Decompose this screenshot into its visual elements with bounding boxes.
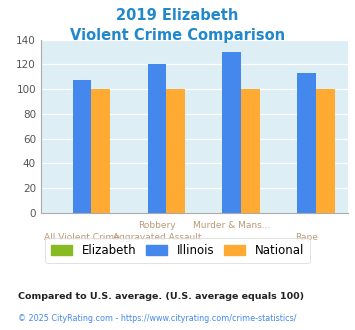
Bar [148,64,166,213]
Legend: Elizabeth, Illinois, National: Elizabeth, Illinois, National [45,238,310,263]
Text: © 2025 CityRating.com - https://www.cityrating.com/crime-statistics/: © 2025 CityRating.com - https://www.city… [18,314,296,323]
Text: Violent Crime Comparison: Violent Crime Comparison [70,28,285,43]
Text: Murder & Mans...: Murder & Mans... [193,221,271,230]
Text: All Violent Crime: All Violent Crime [44,233,120,242]
Text: Robbery: Robbery [138,221,176,230]
Bar [223,52,241,213]
Text: 2019 Elizabeth: 2019 Elizabeth [116,8,239,23]
Text: Compared to U.S. average. (U.S. average equals 100): Compared to U.S. average. (U.S. average … [18,292,304,301]
Bar [316,89,335,213]
Text: Rape: Rape [295,233,318,242]
Bar [73,81,91,213]
Bar [297,73,316,213]
Bar [91,89,110,213]
Bar [241,89,260,213]
Text: Aggravated Assault: Aggravated Assault [113,233,201,242]
Bar [166,89,185,213]
